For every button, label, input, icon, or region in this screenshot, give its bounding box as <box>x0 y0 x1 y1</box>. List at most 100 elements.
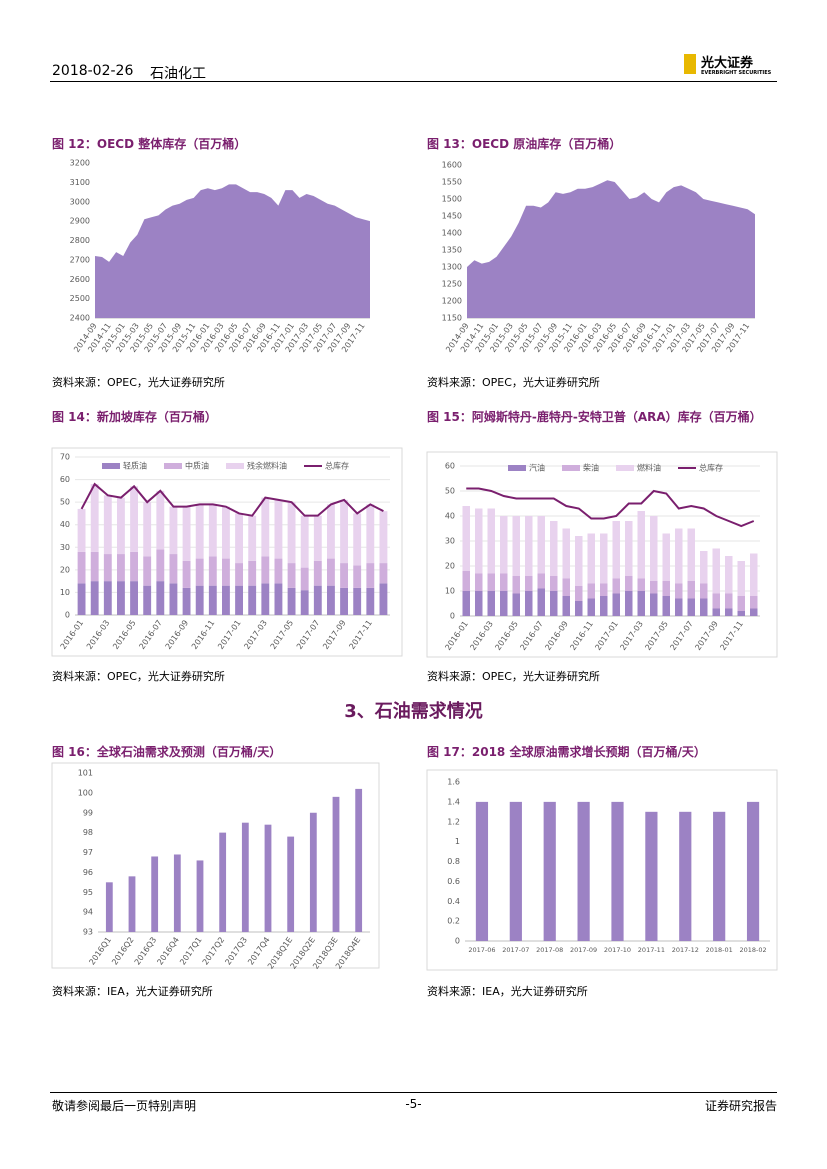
bar-segment <box>117 554 125 582</box>
bar-segment <box>274 558 283 584</box>
bar <box>241 822 249 932</box>
bar-segment <box>512 576 520 594</box>
bar-segment <box>587 583 595 599</box>
y-tick-label: 0.4 <box>447 897 460 906</box>
x-tick-label: 2016-01 <box>59 618 86 651</box>
x-tick-label: 2016-07 <box>137 618 164 651</box>
bar-segment <box>130 551 138 582</box>
y-tick-label: 0.8 <box>447 857 460 866</box>
figure-title: 图 16：全球石油需求及预测（百万桶/天） <box>52 745 282 759</box>
y-tick-label: 10 <box>445 587 455 596</box>
bar-segment <box>612 578 620 594</box>
header-sector: 石油化工 <box>150 66 206 82</box>
legend-label: 总库存 <box>325 461 349 471</box>
y-tick-label: 30 <box>60 543 70 552</box>
y-tick-label: 2800 <box>70 236 90 245</box>
x-tick-label: 2017-11 <box>638 946 665 954</box>
x-tick-label: 2017-10 <box>604 946 631 954</box>
header-date: 2018-02-26 <box>52 63 134 79</box>
y-tick-label: 94 <box>83 908 93 917</box>
bar <box>611 801 624 941</box>
bar-segment <box>300 590 309 615</box>
bar-segment <box>612 521 620 579</box>
bar <box>309 812 317 932</box>
x-tick-label: 2016-11 <box>190 618 217 651</box>
bar-segment <box>462 591 470 616</box>
bar-segment <box>512 593 520 616</box>
bar-segment <box>182 506 191 561</box>
y-tick-label: 50 <box>445 487 455 496</box>
bar-segment <box>662 596 670 616</box>
bar-segment <box>712 548 720 594</box>
bar-segment <box>575 601 583 616</box>
x-tick-label: 2018-02 <box>739 946 766 954</box>
line <box>80 482 384 517</box>
x-tick-label: 2017-07 <box>295 618 322 651</box>
y-tick-label: 3100 <box>70 178 90 187</box>
bar-segment <box>103 495 112 555</box>
y-tick-label: 10 <box>60 588 70 597</box>
x-tick-label: 2016-01 <box>443 619 470 652</box>
legend-label: 燃料油 <box>637 463 661 473</box>
y-tick-label: 30 <box>445 537 455 546</box>
bar <box>509 801 522 941</box>
x-tick-label: 2016-11 <box>568 619 595 652</box>
chart-frame <box>426 451 778 658</box>
section-title: 3、石油需求情况 <box>344 701 483 722</box>
bar-segment <box>274 583 283 615</box>
y-tick-label: 60 <box>445 462 455 471</box>
y-tick-label: 40 <box>445 512 455 521</box>
footer-rule <box>50 1092 777 1093</box>
legend-label: 汽油 <box>529 463 545 473</box>
legend-label: 柴油 <box>583 463 599 473</box>
y-tick-label: 1150 <box>442 314 462 323</box>
bar-segment <box>169 554 178 584</box>
legend-swatch <box>508 465 526 471</box>
y-tick-label: 1450 <box>442 212 462 221</box>
x-tick-label: 2017-09 <box>321 618 348 651</box>
bar-segment <box>650 581 658 594</box>
y-tick-label: 1.6 <box>447 778 460 787</box>
bar-segment <box>637 511 645 579</box>
bar <box>543 801 556 941</box>
x-tick-label: 2016-03 <box>85 618 112 651</box>
figure-source: 资料来源：OPEC，光大证券研究所 <box>52 670 225 683</box>
legend-swatch <box>562 465 580 471</box>
x-tick-label: 2016-05 <box>111 618 138 651</box>
x-tick-label: 2016-09 <box>164 618 191 651</box>
bar-segment <box>500 591 508 616</box>
bar-segment <box>261 583 270 615</box>
figure-source: 资料来源：OPEC，光大证券研究所 <box>52 376 225 389</box>
figure-source: 资料来源：OPEC，光大证券研究所 <box>427 670 600 683</box>
bar-segment <box>366 587 375 615</box>
bar-segment <box>208 504 217 557</box>
bar-segment <box>612 593 620 616</box>
bar-segment <box>650 516 658 581</box>
y-tick-label: 1 <box>455 837 460 846</box>
logo-en: EVERBRIGHT SECURITIES <box>701 70 772 76</box>
x-tick-label: 2017-05 <box>269 618 296 651</box>
y-tick-label: 93 <box>83 928 93 937</box>
bar-segment <box>587 598 595 616</box>
bar-segment <box>625 576 633 591</box>
bar-segment <box>537 516 545 574</box>
bar-segment <box>274 499 283 559</box>
bar-segment <box>700 598 708 616</box>
y-tick-label: 3200 <box>70 159 90 168</box>
chart-frame <box>51 762 380 969</box>
bar-segment <box>156 581 165 615</box>
bar-segment <box>662 533 670 581</box>
y-tick-label: 0 <box>455 937 460 946</box>
bar-segment <box>287 563 296 588</box>
y-tick-label: 20 <box>60 565 70 574</box>
bar-segment <box>143 556 152 586</box>
bar-segment <box>712 593 720 609</box>
bar-segment <box>525 591 533 616</box>
bar-segment <box>487 591 495 616</box>
bar-segment <box>637 578 645 591</box>
bar-segment <box>550 591 558 616</box>
x-tick-label: 2016-07 <box>518 619 545 652</box>
x-tick-label: 2017-11 <box>718 619 745 652</box>
legend-label: 轻质油 <box>123 461 147 471</box>
bar-segment <box>353 587 362 615</box>
